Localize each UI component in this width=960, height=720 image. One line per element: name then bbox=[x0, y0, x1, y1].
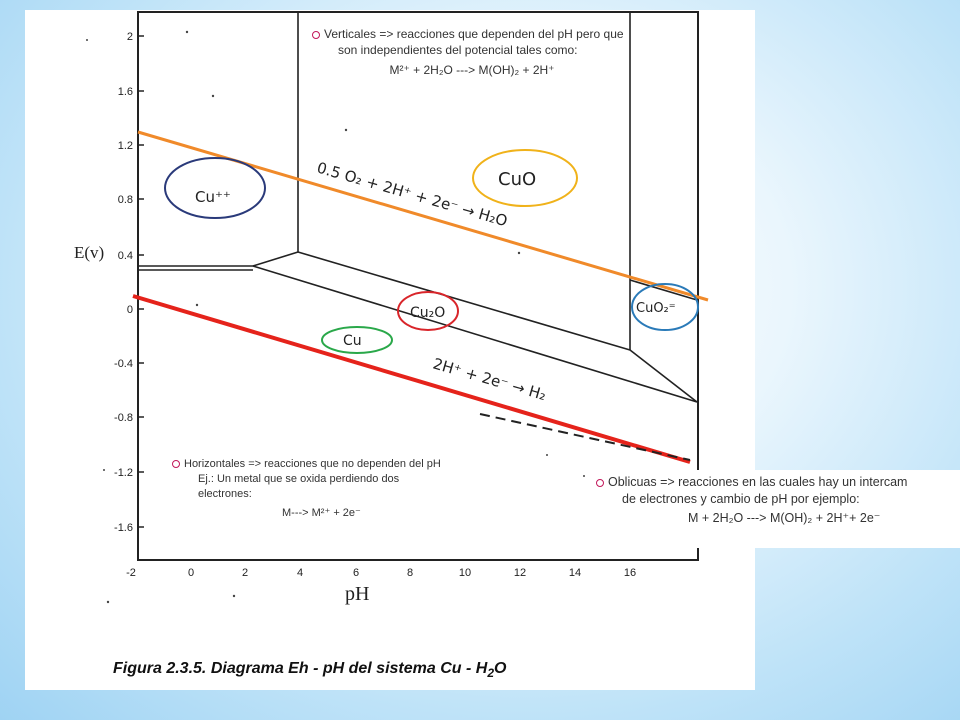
region-label-cuo2: CuO₂⁼ bbox=[636, 301, 676, 316]
note-vertical: Verticales => reacciones que dependen de… bbox=[312, 26, 632, 79]
hydrogen-reaction-label: 2H⁺ + 2e⁻ → H₂ bbox=[431, 355, 548, 405]
slide-panel bbox=[25, 10, 755, 690]
y-tick: -1.6 bbox=[114, 522, 133, 534]
boundary-cu-cuo2 bbox=[629, 349, 698, 403]
cuo-circle bbox=[472, 149, 578, 207]
boundary-cuo-cu2o bbox=[297, 251, 631, 351]
hydrogen-dashed-line bbox=[479, 413, 691, 461]
x-tick: 0 bbox=[188, 567, 194, 579]
caption-prefix: Figura 2.3.5. Diagrama Eh - pH del siste… bbox=[113, 660, 488, 677]
x-tick: 6 bbox=[353, 567, 359, 579]
cu-circle bbox=[321, 326, 393, 354]
y-tick: 1.2 bbox=[118, 140, 133, 152]
note-oblique-eq: M + 2H₂O ---> M(OH)₂ + 2H⁺+ 2e⁻ bbox=[688, 510, 881, 525]
bullet-icon bbox=[172, 460, 180, 469]
cuo2-circle bbox=[631, 283, 699, 331]
cu-pp-circle bbox=[164, 157, 266, 219]
caption-sub: 2 bbox=[487, 666, 495, 681]
boundary-oblique-cupp bbox=[252, 251, 299, 267]
region-label-cu2o: Cu₂O bbox=[410, 305, 445, 321]
note-oblique: Oblicuas => reacciones en las cuales hay… bbox=[590, 470, 960, 548]
plot-frame bbox=[137, 11, 699, 561]
x-tick: 16 bbox=[624, 567, 636, 579]
note-horizontal-line1: Horizontales => reacciones que no depend… bbox=[184, 458, 441, 470]
x-tick: 12 bbox=[514, 567, 526, 579]
boundary-cu2o-cu bbox=[252, 265, 698, 403]
note-vertical-eq: M²⁺ + 2H₂O ---> M(OH)₂ + 2H⁺ bbox=[389, 63, 555, 78]
region-label-cu-pp: Cu⁺⁺ bbox=[195, 188, 231, 206]
x-tick: -2 bbox=[126, 567, 136, 579]
note-horizontal-line3: electrones: bbox=[198, 487, 252, 500]
region-label-cu: Cu bbox=[343, 333, 362, 349]
bullet-icon bbox=[312, 30, 320, 39]
y-tick: 2 bbox=[127, 31, 133, 43]
y-axis-label: E(v) bbox=[74, 243, 104, 262]
note-horizontal: Horizontales => reacciones que no depend… bbox=[172, 457, 472, 520]
x-tick: 14 bbox=[569, 567, 581, 579]
y-tick: -1.2 bbox=[114, 467, 133, 479]
hydrogen-line bbox=[132, 294, 691, 464]
boundary-cuo2-upper bbox=[629, 279, 698, 301]
y-tick: -0.8 bbox=[114, 412, 133, 424]
x-tick: 2 bbox=[242, 567, 248, 579]
figure-caption: Figura 2.3.5. Diagrama Eh - pH del siste… bbox=[113, 660, 506, 680]
note-horizontal-eq: M---> M²⁺ + 2e⁻ bbox=[282, 506, 361, 519]
oxygen-reaction-label: 0.5 O₂ + 2H⁺ + 2e⁻ → H₂O bbox=[315, 159, 510, 231]
note-oblique-line1: Oblicuas => reacciones en las cuales hay… bbox=[608, 475, 908, 489]
note-oblique-line2: de electrones y cambio de pH por ejemplo… bbox=[622, 491, 860, 506]
y-tick: -0.4 bbox=[114, 358, 133, 370]
x-tick: 4 bbox=[297, 567, 303, 579]
x-axis-label: pH bbox=[345, 583, 369, 605]
x-tick: 10 bbox=[459, 567, 471, 579]
y-tick: 0.4 bbox=[118, 250, 133, 262]
note-horizontal-line2: Ej.: Un metal que se oxida perdiendo dos bbox=[198, 472, 400, 485]
y-tick: 0.8 bbox=[118, 194, 133, 206]
caption-suffix: O bbox=[494, 660, 507, 677]
y-tick: 0 bbox=[127, 304, 133, 316]
x-tick: 8 bbox=[407, 567, 413, 579]
bullet-icon bbox=[596, 478, 604, 487]
note-vertical-line1: Verticales => reacciones que dependen de… bbox=[324, 27, 624, 41]
note-vertical-line2: son independientes del potencial tales c… bbox=[338, 43, 578, 58]
oxygen-line bbox=[137, 130, 709, 302]
region-label-cuo: CuO bbox=[498, 169, 536, 190]
y-tick: 1.6 bbox=[118, 86, 133, 98]
cu2o-circle bbox=[397, 291, 459, 331]
